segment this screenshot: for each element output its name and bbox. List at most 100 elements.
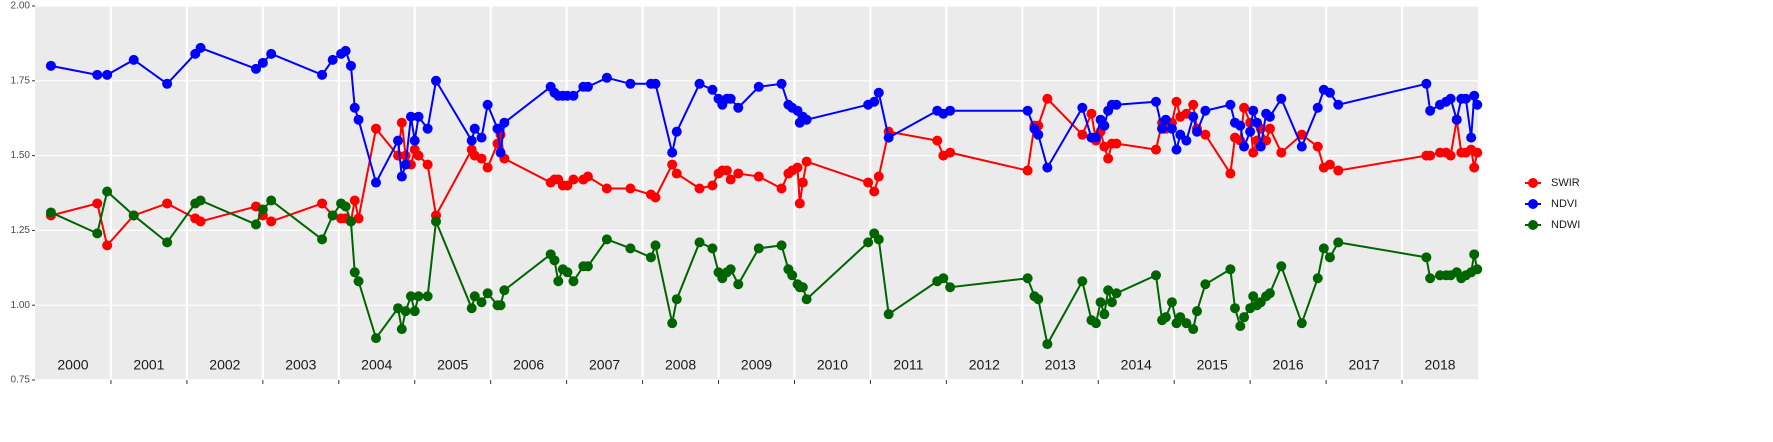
y-tick-label: 1.25 bbox=[11, 225, 31, 236]
data-point bbox=[1042, 339, 1053, 350]
data-point bbox=[873, 234, 884, 245]
data-point bbox=[492, 123, 503, 134]
data-point bbox=[725, 93, 736, 104]
data-point bbox=[162, 78, 173, 89]
data-point bbox=[1022, 165, 1033, 176]
data-point bbox=[1264, 123, 1275, 134]
data-point bbox=[1099, 120, 1110, 131]
year-label: 2008 bbox=[665, 357, 696, 373]
data-point bbox=[650, 78, 661, 89]
year-label: 2014 bbox=[1121, 357, 1152, 373]
data-point bbox=[1150, 270, 1161, 281]
data-point bbox=[476, 153, 487, 164]
data-point bbox=[405, 111, 416, 122]
data-point bbox=[873, 87, 884, 98]
data-point bbox=[1248, 147, 1259, 158]
data-point bbox=[45, 207, 56, 218]
data-point bbox=[932, 135, 943, 146]
data-point bbox=[776, 240, 787, 251]
plot-panel bbox=[35, 6, 1478, 380]
data-point bbox=[1042, 93, 1053, 104]
data-point bbox=[1333, 237, 1344, 248]
data-point bbox=[400, 159, 411, 170]
data-point bbox=[393, 303, 404, 314]
data-point bbox=[601, 234, 612, 245]
data-point bbox=[1324, 159, 1335, 170]
data-point bbox=[1472, 147, 1483, 158]
data-point bbox=[1251, 117, 1262, 128]
data-point bbox=[499, 117, 510, 128]
data-point bbox=[1111, 99, 1122, 110]
year-label: 2015 bbox=[1197, 357, 1228, 373]
data-point bbox=[707, 243, 718, 254]
data-point bbox=[601, 72, 612, 83]
data-point bbox=[1111, 288, 1122, 299]
data-point bbox=[1425, 105, 1436, 116]
data-point bbox=[1324, 87, 1335, 98]
year-label: 2011 bbox=[893, 357, 923, 373]
year-label: 2009 bbox=[741, 357, 772, 373]
data-point bbox=[562, 267, 573, 278]
legend-label: NDVI bbox=[1551, 198, 1577, 210]
data-point bbox=[1106, 297, 1117, 308]
data-point bbox=[92, 198, 103, 209]
data-point bbox=[1466, 132, 1477, 143]
data-point bbox=[195, 216, 206, 227]
data-point bbox=[1264, 288, 1275, 299]
data-point bbox=[863, 237, 874, 248]
data-point bbox=[1077, 276, 1088, 287]
data-point bbox=[128, 210, 139, 221]
data-point bbox=[409, 306, 420, 317]
data-point bbox=[1157, 123, 1168, 134]
data-point bbox=[499, 285, 510, 296]
data-point bbox=[476, 132, 487, 143]
data-point bbox=[128, 54, 139, 65]
data-point bbox=[195, 42, 206, 53]
data-point bbox=[707, 84, 718, 95]
year-label: 2006 bbox=[513, 357, 544, 373]
data-point bbox=[582, 81, 593, 92]
data-point bbox=[349, 195, 360, 206]
year-label: 2003 bbox=[285, 357, 316, 373]
data-point bbox=[1188, 111, 1199, 122]
data-point bbox=[327, 54, 338, 65]
year-label: 2001 bbox=[133, 357, 164, 373]
data-point bbox=[353, 114, 364, 125]
data-point bbox=[469, 123, 480, 134]
year-label: 2000 bbox=[57, 357, 88, 373]
year-label: 2012 bbox=[969, 357, 1000, 373]
data-point bbox=[945, 147, 956, 158]
data-point bbox=[869, 186, 880, 197]
data-point bbox=[1103, 285, 1114, 296]
data-point bbox=[45, 60, 56, 71]
data-point bbox=[266, 216, 277, 227]
data-point bbox=[371, 177, 382, 188]
data-point bbox=[1090, 132, 1101, 143]
data-point bbox=[733, 102, 744, 113]
data-point bbox=[396, 117, 407, 128]
data-point bbox=[349, 267, 360, 278]
data-point bbox=[1022, 105, 1033, 116]
data-point bbox=[1312, 102, 1323, 113]
data-point bbox=[1239, 141, 1250, 152]
data-point bbox=[422, 291, 433, 302]
data-point bbox=[317, 198, 328, 209]
data-point bbox=[1451, 114, 1462, 125]
data-point bbox=[1166, 297, 1177, 308]
data-point bbox=[102, 240, 113, 251]
data-point bbox=[753, 171, 764, 182]
data-point bbox=[733, 168, 744, 179]
data-point bbox=[625, 78, 636, 89]
data-point bbox=[1276, 147, 1287, 158]
data-point bbox=[667, 147, 678, 158]
data-point bbox=[671, 294, 682, 305]
data-point bbox=[371, 123, 382, 134]
data-point bbox=[753, 81, 764, 92]
data-point bbox=[725, 264, 736, 275]
year-label: 2018 bbox=[1424, 357, 1455, 373]
data-point bbox=[945, 282, 956, 293]
data-point bbox=[1225, 99, 1236, 110]
data-point bbox=[1200, 279, 1211, 290]
data-point bbox=[422, 159, 433, 170]
data-point bbox=[553, 276, 564, 287]
